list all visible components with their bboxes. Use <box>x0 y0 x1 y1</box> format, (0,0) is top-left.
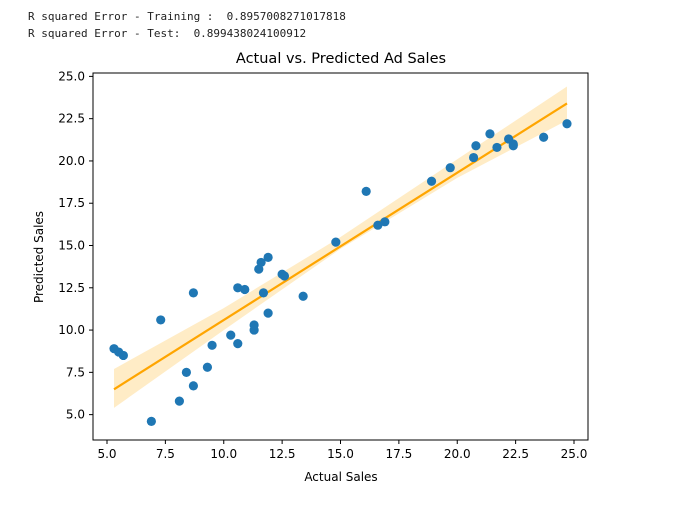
x-axis: 5.0 7.5 10.0 12.5 15.0 17.5 20.0 22.5 25.0 <box>97 440 587 461</box>
data-point <box>373 220 383 230</box>
data-point <box>188 288 199 298</box>
data-point <box>331 237 341 247</box>
data-point <box>279 271 290 281</box>
x-tick-label: 25.0 <box>561 447 588 461</box>
plot-area <box>109 86 572 426</box>
data-point <box>174 396 184 406</box>
data-point <box>240 284 250 295</box>
data-point <box>263 308 273 318</box>
data-point <box>508 141 518 151</box>
data-point <box>181 367 191 377</box>
data-point <box>492 142 502 153</box>
y-tick-label: 25.0 <box>58 69 85 83</box>
x-tick-label: 20.0 <box>444 447 471 461</box>
r2-training-text: R squared Error - Training : 0.895700827… <box>28 10 346 23</box>
data-point <box>539 132 549 142</box>
y-axis-title: Predicted Sales <box>32 211 46 303</box>
data-point <box>361 186 371 196</box>
y-tick-label: 7.5 <box>66 365 85 379</box>
x-tick-label: 12.5 <box>269 447 296 461</box>
data-point <box>233 283 243 293</box>
y-tick-label: 20.0 <box>58 154 85 168</box>
data-point <box>298 291 308 301</box>
data-point <box>445 163 455 173</box>
data-point <box>233 338 243 349</box>
data-point <box>485 129 495 139</box>
console-output: R squared Error - Training : 0.895700827… <box>28 8 346 42</box>
data-point <box>226 330 236 340</box>
x-tick-label: 7.5 <box>156 447 175 461</box>
x-axis-title: Actual Sales <box>304 470 377 484</box>
y-tick-label: 5.0 <box>66 408 85 422</box>
data-point <box>156 315 166 325</box>
x-tick-label: 17.5 <box>386 447 413 461</box>
data-point <box>188 381 199 391</box>
y-tick-label: 10.0 <box>58 323 85 337</box>
x-tick-label: 15.0 <box>327 447 354 461</box>
y-tick-label: 17.5 <box>58 196 85 210</box>
data-point <box>468 152 479 163</box>
data-point <box>256 257 266 268</box>
data-point <box>202 362 213 372</box>
data-point <box>258 288 269 298</box>
data-point <box>263 252 273 262</box>
y-tick-label: 22.5 <box>58 112 85 126</box>
data-point <box>426 176 437 186</box>
data-point <box>380 217 390 227</box>
data-point <box>471 141 481 151</box>
y-tick-label: 15.0 <box>58 239 85 253</box>
chart-title: Actual vs. Predicted Ad Sales <box>236 51 446 67</box>
x-tick-label: 22.5 <box>502 447 529 461</box>
y-axis: 5.0 7.5 10.0 12.5 15.0 17.5 20.0 22.5 25.0 <box>58 69 93 422</box>
data-point <box>146 416 156 426</box>
r2-test-text: R squared Error - Test: 0.89943802410091… <box>28 27 307 40</box>
data-point <box>118 350 128 361</box>
regression-line <box>113 102 568 391</box>
x-tick-label: 5.0 <box>97 447 116 461</box>
y-tick-label: 12.5 <box>58 281 85 295</box>
data-point <box>249 320 259 330</box>
data-point <box>207 340 217 350</box>
data-point <box>562 119 572 129</box>
x-tick-label: 10.0 <box>210 447 237 461</box>
